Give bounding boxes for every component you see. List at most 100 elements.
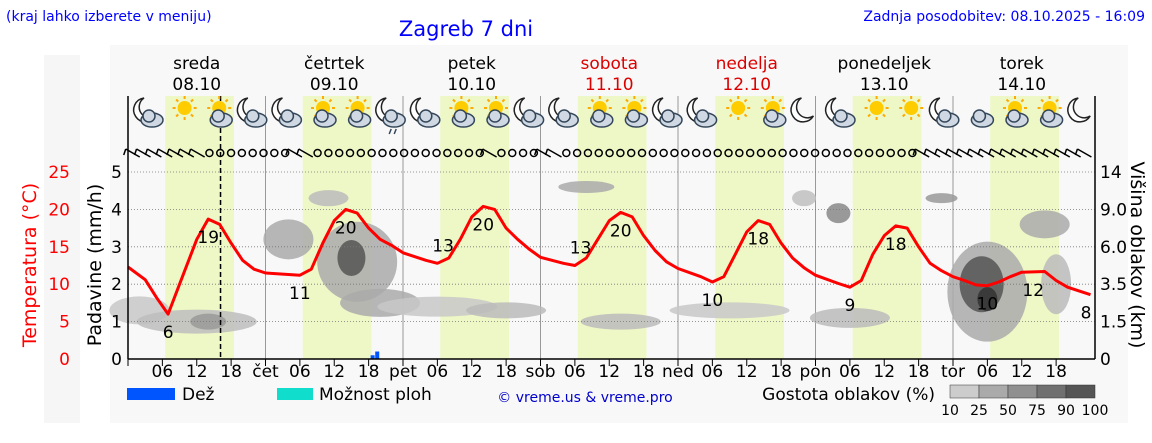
x-tick-label: 18 (770, 362, 792, 382)
day-date: 09.10 (310, 75, 359, 95)
wind-calm-icon (605, 148, 614, 158)
sun-ray (916, 113, 921, 118)
wind-calm-icon (572, 148, 582, 158)
x-tick-label: 06 (564, 362, 586, 382)
x-tick-label: čet (252, 362, 279, 382)
precip-axis-label: Padavine (mm/h) (84, 184, 106, 347)
wind-calm-icon (270, 148, 279, 158)
wind-calm-icon (864, 148, 874, 158)
day-date: 10.10 (447, 75, 496, 95)
x-tick-label: 06 (839, 362, 861, 382)
wind-calm-icon (389, 148, 398, 158)
wind-barb-icon (1042, 148, 1060, 158)
precip-tick: 1 (111, 313, 122, 333)
wind-calm-icon (670, 148, 679, 158)
cloud-density-blob (826, 203, 851, 224)
sun-ray (328, 98, 333, 103)
x-tick-label: 06 (702, 362, 724, 382)
wind-barb-icon (1031, 148, 1049, 158)
cloud-density-swatch (978, 384, 1009, 399)
wind-calm-icon (821, 148, 831, 158)
storm-legend-label: Možnost ploh (319, 385, 432, 405)
sun-icon (172, 96, 197, 120)
cloud-puff (142, 109, 156, 123)
sun-ray (190, 98, 194, 103)
cloud-density-swatch (1036, 384, 1067, 399)
rain-drop (388, 128, 392, 135)
cloud-height-axis-label: Višina oblakov (km) (1126, 162, 1148, 349)
sun-icon (899, 96, 924, 120)
sun-icon (864, 96, 889, 120)
temp-axis-panel (44, 55, 80, 423)
x-tick-label: pon (800, 362, 832, 382)
wind-calm-icon (691, 148, 701, 158)
sun-ray (348, 98, 352, 103)
storm-legend-swatch (277, 388, 313, 400)
temperature-label: 13 (432, 236, 454, 256)
day-name: sreda (173, 54, 220, 74)
wind-calm-icon (507, 148, 517, 158)
sun-icon (726, 96, 751, 120)
day-date: 08.10 (172, 75, 221, 95)
wind-barb-icon (999, 148, 1017, 158)
cloud-height-tick: 3.5 (1100, 275, 1127, 295)
wind-calm-icon (854, 148, 863, 158)
wind-calm-icon (789, 148, 798, 158)
sun-cloud-icon (1037, 96, 1064, 128)
x-tick-label: 12 (736, 362, 758, 382)
moon-cloud-icon (824, 97, 856, 128)
last-updated: Zadnja posodobitev: 08.10.2025 - 16:09 (863, 9, 1145, 25)
x-tick-label: 18 (908, 362, 930, 382)
wind-calm-icon (745, 148, 755, 158)
copyright-link[interactable]: © vreme.us & vreme.pro (497, 390, 672, 406)
temperature-label: 20 (610, 221, 632, 241)
sun-ray (882, 98, 886, 103)
wind-calm-icon (313, 148, 322, 158)
sun-ray (729, 98, 733, 103)
moon-cloud-rain-icon (375, 97, 406, 135)
temperature-label: 10 (702, 291, 724, 311)
wind-calm-icon (464, 148, 474, 158)
x-tick-label: pet (389, 362, 417, 382)
cloud-density-swatch (949, 384, 980, 399)
day-name: nedelja (716, 54, 778, 74)
x-tick-label: 18 (495, 362, 517, 382)
wind-barb-icon (923, 148, 941, 158)
day-date: 12.10 (722, 75, 771, 95)
sun-ray (486, 98, 491, 103)
cloud-puff (419, 109, 433, 123)
temp-tick: 5 (59, 313, 70, 333)
x-tick-label: 12 (186, 362, 208, 382)
moon-cloud-icon (686, 97, 718, 128)
wind-calm-icon (735, 148, 744, 158)
page-title: Zagreb 7 dni (399, 17, 533, 41)
cloud-density-blob (263, 219, 314, 260)
wind-barb-icon (123, 148, 141, 158)
cloud-density-tick: 90 (1057, 403, 1075, 419)
sun-disc (731, 101, 746, 115)
x-tick-label: 12 (323, 362, 345, 382)
moon-cloud-icon (132, 97, 164, 128)
precip-tick: 0 (111, 350, 122, 370)
cloud-density-blob (308, 190, 349, 207)
sun-cloud-icon (207, 96, 233, 128)
precip-bar (370, 355, 375, 359)
wind-calm-icon (594, 148, 604, 158)
cloud-puff (211, 109, 225, 123)
wind-calm-icon (702, 148, 712, 158)
cloud-density-tick: 50 (999, 403, 1017, 419)
temperature-label: 11 (289, 284, 311, 304)
wind-calm-icon (778, 148, 787, 158)
sun-ray (916, 98, 921, 103)
wind-barb-icon (988, 148, 1006, 158)
sun-ray (224, 98, 229, 103)
wind-calm-icon (334, 148, 344, 158)
wind-calm-icon (659, 148, 668, 158)
sun-ray (1055, 98, 1059, 103)
sun-ray (501, 98, 506, 103)
cloud-puff (453, 109, 468, 123)
wind-barb-icon (144, 148, 162, 158)
wind-barb-icon (479, 148, 497, 158)
cloud-density-tick: 10 (941, 403, 959, 419)
